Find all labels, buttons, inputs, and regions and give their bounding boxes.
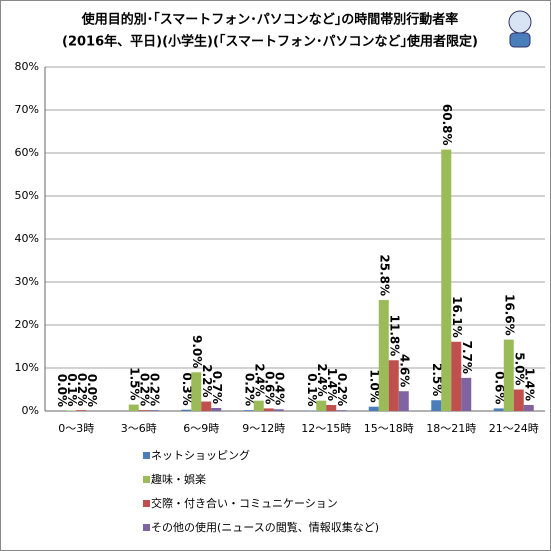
legend-swatch: [143, 500, 150, 507]
bar: [493, 408, 504, 411]
bar: [431, 400, 442, 411]
bar: [316, 400, 327, 411]
value-label: 4.6%: [397, 354, 411, 387]
bar: [398, 391, 409, 411]
value-label: 0.4%: [272, 372, 286, 405]
bar: [263, 408, 274, 411]
bar: [138, 410, 149, 411]
legend-label: その他の使用(ニュースの閲覧、情報収集など): [151, 520, 379, 534]
value-label: 0.2%: [147, 373, 161, 406]
value-label: 0.0%: [55, 374, 69, 407]
x-tick-label: 15～18時: [364, 422, 414, 435]
bar: [211, 407, 222, 411]
value-label: 2.4%: [315, 363, 329, 396]
value-label: 2.4%: [252, 363, 266, 396]
value-label: 25.8%: [377, 254, 391, 296]
bar: [128, 404, 139, 411]
x-tick-label: 0～3時: [58, 422, 94, 435]
bar: [326, 404, 337, 411]
bar: [191, 372, 202, 411]
y-tick-label: 70%: [15, 103, 39, 116]
y-tick-label: 40%: [15, 232, 39, 245]
value-label: 0.2%: [137, 373, 151, 406]
bar: [451, 341, 462, 411]
value-label: 1.4%: [325, 368, 339, 401]
value-label: 0.6%: [262, 371, 276, 404]
value-label: 0.7%: [210, 371, 224, 404]
y-tick-label: 20%: [15, 318, 39, 331]
y-tick-label: 10%: [15, 361, 39, 374]
bar: [336, 410, 347, 411]
value-label: 2.2%: [200, 364, 214, 397]
value-label: 60.8%: [440, 104, 454, 146]
value-label: 2.5%: [430, 363, 444, 396]
y-tick-label: 60%: [15, 146, 39, 159]
y-tick-label: 30%: [15, 275, 39, 288]
y-tick-label: 0%: [22, 404, 39, 417]
bar: [441, 149, 452, 411]
x-tick-label: 6～9時: [183, 422, 219, 435]
bar: [273, 409, 284, 411]
value-label: 5.0%: [512, 352, 526, 385]
x-tick-label: 3～6時: [121, 422, 157, 435]
bar: [253, 400, 264, 411]
bar: [148, 410, 159, 411]
mascot: [508, 10, 532, 48]
value-label: 0.3%: [180, 372, 194, 405]
x-tick-label: 12～15時: [301, 422, 351, 435]
bar: [243, 410, 254, 411]
legend-label: 交際・付き合い・コミュニケーション: [151, 496, 338, 510]
bar: [513, 389, 524, 411]
x-tick-label: 9～12時: [242, 422, 285, 435]
legend-swatch: [143, 524, 150, 531]
x-tick-label: 18～21時: [426, 422, 476, 435]
value-label: 0.0%: [85, 374, 99, 407]
value-label: 9.0%: [190, 335, 204, 368]
value-label: 0.1%: [305, 373, 319, 406]
bar: [181, 409, 192, 411]
bar: [368, 406, 379, 411]
bar: [503, 339, 514, 411]
value-label: 0.1%: [65, 373, 79, 406]
bar: [388, 360, 399, 411]
value-label: 16.6%: [502, 294, 516, 336]
legend-swatch: [143, 452, 150, 459]
value-label: 0.2%: [242, 373, 256, 406]
bar: [461, 377, 472, 411]
legend-label: ネットショッピング: [151, 448, 250, 462]
y-tick-label: 80%: [15, 60, 39, 73]
chart-title: 使用目的別･｢スマートフォン･パソコンなど｣の時間帯別行動者率: [81, 12, 459, 28]
value-label: 1.0%: [367, 369, 381, 402]
value-label: 0.2%: [335, 373, 349, 406]
bar: [201, 401, 212, 411]
y-tick-label: 50%: [15, 189, 39, 202]
value-label: 0.2%: [75, 373, 89, 406]
legend-swatch: [143, 476, 150, 483]
value-label: 1.5%: [127, 367, 141, 400]
value-label: 11.8%: [387, 315, 401, 357]
value-label: 16.1%: [450, 296, 464, 338]
bar: [523, 404, 534, 411]
value-label: 1.4%: [522, 368, 536, 401]
value-label: 7.7%: [460, 341, 474, 374]
chart-subtitle: (2016年、平日)(小学生)(｢スマートフォン･パソコンなど｣使用者限定): [62, 34, 478, 50]
x-tick-label: 21～24時: [489, 422, 539, 435]
bar: [378, 300, 389, 411]
bar: [76, 410, 87, 411]
legend-label: 趣味・娯楽: [151, 472, 206, 486]
value-label: 0.6%: [492, 371, 506, 404]
